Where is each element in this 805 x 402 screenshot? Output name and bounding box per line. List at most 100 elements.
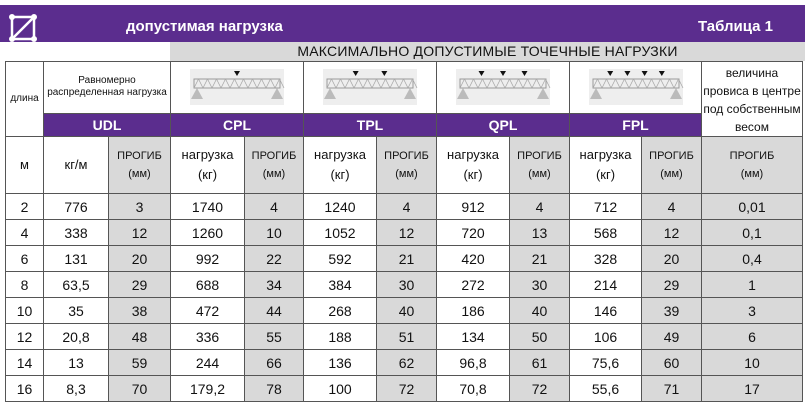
fpl-defl-unit: ПРОГИБ (мм) (641, 136, 702, 194)
table-cell: 63,5 (43, 271, 109, 298)
table-cell: 992 (170, 245, 245, 272)
table-cell: 0,01 (701, 193, 803, 220)
table-cell: 3 (108, 193, 171, 220)
table-cell: 39 (641, 297, 702, 324)
table-cell: 912 (436, 193, 510, 220)
tpl-defl-unit: ПРОГИБ (мм) (376, 136, 437, 194)
udl-defl-unit: ПРОГИБ (мм) (108, 136, 171, 194)
table-row: 6 131 20 992 22 592 21 420 21 328 20 0,4 (5, 245, 803, 272)
table-cell: 244 (170, 349, 245, 376)
table-cell: 70 (108, 375, 171, 402)
table-cell: 268 (303, 297, 377, 324)
table-cell: 0,1 (701, 219, 803, 246)
table-cell: 30 (376, 271, 437, 298)
table-cell: 12 (641, 219, 702, 246)
table-row: 16 8,3 70 179,2 78 100 72 70,8 72 55,6 71 17 (5, 375, 803, 402)
table-cell: 1740 (170, 193, 245, 220)
table-cell: 328 (569, 245, 642, 272)
table-cell: 20 (641, 245, 702, 272)
table-cell: 35 (43, 297, 109, 324)
table-cell: 1052 (303, 219, 377, 246)
table-cell: 78 (244, 375, 304, 402)
table-cell: 3 (701, 297, 803, 324)
table-cell: 71 (641, 375, 702, 402)
table-cell: 55 (244, 323, 304, 350)
table-cell: 22 (244, 245, 304, 272)
qpl-diagram (436, 61, 570, 114)
table-cell: 568 (569, 219, 642, 246)
self-weight-unit: ПРОГИБ (мм) (701, 136, 803, 194)
table-cell: 272 (436, 271, 510, 298)
cpl-defl-unit: ПРОГИБ (мм) (244, 136, 304, 194)
table-cell: 100 (303, 375, 377, 402)
table-cell: 16 (5, 375, 44, 402)
table-cell: 96,8 (436, 349, 510, 376)
table-cell: 106 (569, 323, 642, 350)
table-cell: 59 (108, 349, 171, 376)
table-cell: 688 (170, 271, 245, 298)
table-cell: 720 (436, 219, 510, 246)
tpl-load-unit: нагрузка (кг) (303, 136, 377, 194)
table-cell: 4 (376, 193, 437, 220)
table-row: 2 776 3 1740 4 1240 4 912 4 712 4 0,01 (5, 193, 803, 220)
fpl-label: FPL (569, 112, 702, 138)
fpl-diagram (569, 61, 702, 114)
table-cell: 12 (108, 219, 171, 246)
table-cell: 72 (376, 375, 437, 402)
table-cell: 30 (509, 271, 570, 298)
tpl-label: TPL (303, 112, 437, 138)
tpl-diagram (303, 61, 437, 114)
page-title: допустимая нагрузка (126, 18, 283, 35)
table-cell: 21 (376, 245, 437, 272)
table-cell: 55,6 (569, 375, 642, 402)
table-cell: 4 (244, 193, 304, 220)
fpl-load-unit: нагрузка (кг) (569, 136, 642, 194)
table-cell: 29 (641, 271, 702, 298)
unit-m: м (5, 136, 44, 194)
table-row: 14 13 59 244 66 136 62 96,8 61 75,6 60 10 (5, 349, 803, 376)
self-weight-header: величина провиса в центре под собственны… (701, 61, 803, 137)
qpl-load-unit: нагрузка (кг) (436, 136, 510, 194)
table-cell: 712 (569, 193, 642, 220)
table-cell: 420 (436, 245, 510, 272)
table-cell: 338 (43, 219, 109, 246)
header-bar: допустимая нагрузка Таблица 1 (0, 5, 805, 42)
table-cell: 2 (5, 193, 44, 220)
table-row: 4 338 12 1260 10 1052 12 720 13 568 12 0,1 (5, 219, 803, 246)
table-cell: 48 (108, 323, 171, 350)
table-cell: 40 (376, 297, 437, 324)
truss-logo-icon (9, 14, 37, 42)
table-cell: 75,6 (569, 349, 642, 376)
table-cell: 13 (509, 219, 570, 246)
table-cell: 134 (436, 323, 510, 350)
table-cell: 38 (108, 297, 171, 324)
table-label: Таблица 1 (697, 18, 773, 35)
table-cell: 1 (701, 271, 803, 298)
table-cell: 8,3 (43, 375, 109, 402)
table-cell: 20,8 (43, 323, 109, 350)
table-cell: 4 (509, 193, 570, 220)
table-cell: 776 (43, 193, 109, 220)
udl-label: UDL (43, 112, 171, 138)
table-cell: 13 (43, 349, 109, 376)
table-cell: 34 (244, 271, 304, 298)
table-cell: 29 (108, 271, 171, 298)
table-cell: 12 (5, 323, 44, 350)
cpl-label: CPL (170, 112, 304, 138)
cpl-load-unit: нагрузка (кг) (170, 136, 245, 194)
table-cell: 44 (244, 297, 304, 324)
table-cell: 136 (303, 349, 377, 376)
table-row: 12 20,8 48 336 55 188 51 134 50 106 49 6 (5, 323, 803, 350)
table-cell: 50 (509, 323, 570, 350)
table-cell: 17 (701, 375, 803, 402)
table-cell: 4 (641, 193, 702, 220)
table-cell: 10 (701, 349, 803, 376)
table-cell: 12 (376, 219, 437, 246)
table-cell: 336 (170, 323, 245, 350)
table-cell: 10 (5, 297, 44, 324)
table-cell: 472 (170, 297, 245, 324)
table-cell: 72 (509, 375, 570, 402)
table-cell: 40 (509, 297, 570, 324)
table-cell: 62 (376, 349, 437, 376)
table-cell: 20 (108, 245, 171, 272)
